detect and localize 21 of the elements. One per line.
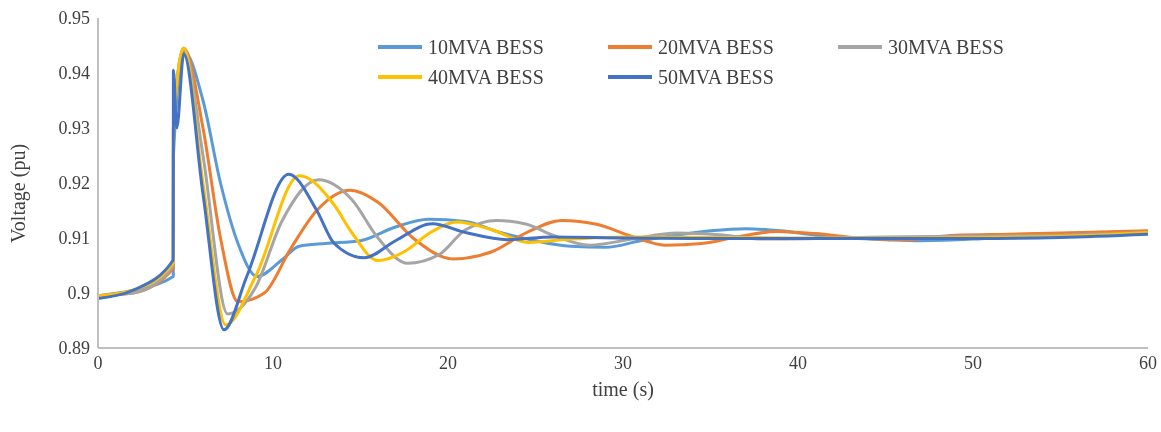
y-tick-label: 0.95 (58, 8, 90, 29)
y-tick-label: 0.9 (67, 283, 90, 304)
legend-label: 50MVA BESS (658, 65, 774, 89)
legend-label: 10MVA BESS (428, 35, 544, 59)
y-tick-label: 0.91 (58, 228, 90, 249)
y-tick-label: 0.92 (58, 173, 90, 194)
y-axis-title: Voltage (pu) (7, 143, 31, 243)
x-tick-label: 40 (789, 352, 807, 373)
x-tick-label: 50 (964, 352, 982, 373)
legend-label: 40MVA BESS (428, 65, 544, 89)
x-tick-label: 10 (264, 352, 282, 373)
x-tick-label: 20 (439, 352, 457, 373)
legend-label: 20MVA BESS (658, 35, 774, 59)
y-tick-label: 0.93 (58, 118, 90, 139)
legend-label: 30MVA BESS (888, 35, 1004, 59)
x-tick-label: 30 (614, 352, 632, 373)
x-axis-title: time (s) (592, 378, 654, 401)
y-tick-label: 0.89 (58, 338, 90, 359)
y-tick-label: 0.94 (58, 63, 90, 84)
x-tick-label: 60 (1139, 352, 1157, 373)
x-tick-label: 0 (93, 352, 103, 373)
